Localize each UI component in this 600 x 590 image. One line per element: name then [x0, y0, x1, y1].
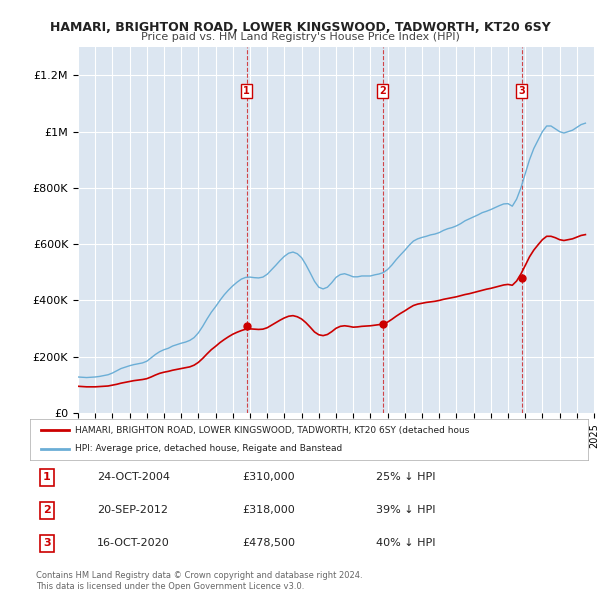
- Text: 20-SEP-2012: 20-SEP-2012: [97, 506, 168, 515]
- Text: 3: 3: [43, 539, 50, 549]
- Text: HAMARI, BRIGHTON ROAD, LOWER KINGSWOOD, TADWORTH, KT20 6SY: HAMARI, BRIGHTON ROAD, LOWER KINGSWOOD, …: [50, 21, 550, 34]
- Text: 2: 2: [43, 506, 50, 515]
- Text: HPI: Average price, detached house, Reigate and Banstead: HPI: Average price, detached house, Reig…: [74, 444, 342, 453]
- Text: £478,500: £478,500: [242, 539, 295, 549]
- Text: 24-OCT-2004: 24-OCT-2004: [97, 472, 170, 482]
- Text: 1: 1: [244, 86, 250, 96]
- Text: 40% ↓ HPI: 40% ↓ HPI: [376, 539, 436, 549]
- Text: 3: 3: [518, 86, 525, 96]
- Text: £310,000: £310,000: [242, 472, 295, 482]
- Text: Price paid vs. HM Land Registry's House Price Index (HPI): Price paid vs. HM Land Registry's House …: [140, 32, 460, 42]
- Text: 1: 1: [43, 472, 50, 482]
- Text: 39% ↓ HPI: 39% ↓ HPI: [376, 506, 436, 515]
- Text: 25% ↓ HPI: 25% ↓ HPI: [376, 472, 436, 482]
- Text: 2: 2: [379, 86, 386, 96]
- Text: £318,000: £318,000: [242, 506, 295, 515]
- Text: HAMARI, BRIGHTON ROAD, LOWER KINGSWOOD, TADWORTH, KT20 6SY (detached hous: HAMARI, BRIGHTON ROAD, LOWER KINGSWOOD, …: [74, 426, 469, 435]
- Text: 16-OCT-2020: 16-OCT-2020: [97, 539, 170, 549]
- Text: Contains HM Land Registry data © Crown copyright and database right 2024.
This d: Contains HM Land Registry data © Crown c…: [36, 571, 362, 590]
